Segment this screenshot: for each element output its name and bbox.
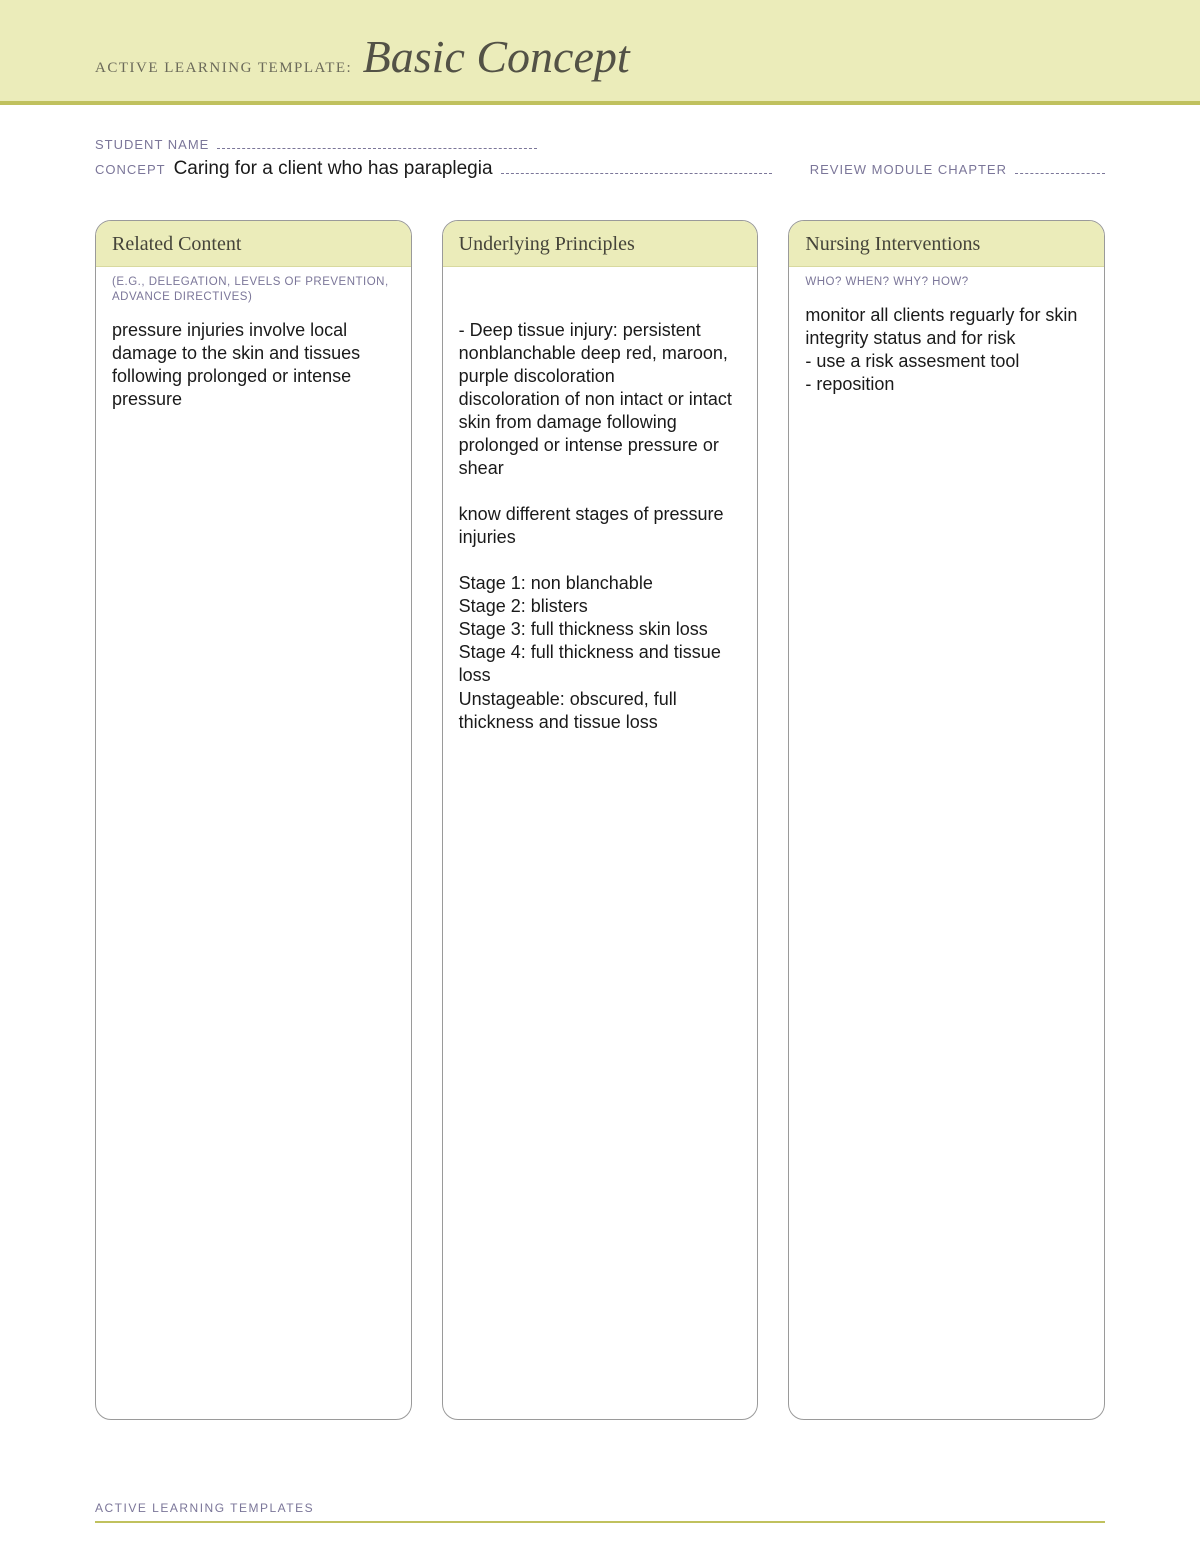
- header-prefix: ACTIVE LEARNING TEMPLATE:: [95, 60, 352, 77]
- student-label: STUDENT NAME: [95, 137, 209, 152]
- review-group: REVIEW MODULE CHAPTER: [810, 160, 1105, 177]
- col-interventions: Nursing Interventions WHO? WHEN? WHY? HO…: [788, 220, 1105, 1420]
- footer: ACTIVE LEARNING TEMPLATES: [95, 1501, 1105, 1523]
- col-principles: Underlying Principles - Deep tissue inju…: [442, 220, 759, 1420]
- review-blank[interactable]: [1015, 160, 1105, 174]
- col-principles-header: Underlying Principles: [443, 221, 758, 267]
- concept-blank[interactable]: [501, 160, 772, 174]
- col-related-title: Related Content: [112, 233, 395, 256]
- col-interventions-subtitle: WHO? WHEN? WHY? HOW?: [789, 267, 1104, 294]
- student-blank[interactable]: [217, 135, 537, 149]
- header-band: ACTIVE LEARNING TEMPLATE: Basic Concept: [0, 0, 1200, 105]
- col-related-header: Related Content: [96, 221, 411, 267]
- col-related-subtitle: (E.G., DELEGATION, LEVELS OF PREVENTION,…: [96, 267, 411, 309]
- col-principles-title: Underlying Principles: [459, 233, 742, 256]
- col-related-body: pressure injuries involve local damage t…: [96, 309, 411, 427]
- student-row: STUDENT NAME: [95, 135, 1105, 152]
- review-label: REVIEW MODULE CHAPTER: [810, 162, 1007, 177]
- concept-label: CONCEPT: [95, 162, 166, 177]
- footer-text: ACTIVE LEARNING TEMPLATES: [95, 1501, 1105, 1519]
- footer-rule: [95, 1521, 1105, 1523]
- col-interventions-title: Nursing Interventions: [805, 233, 1088, 256]
- concept-value: Caring for a client who has paraplegia: [174, 158, 493, 180]
- col-principles-body: - Deep tissue injury: persistent nonblan…: [443, 309, 758, 750]
- col-related: Related Content (E.G., DELEGATION, LEVEL…: [95, 220, 412, 1420]
- concept-row: CONCEPT Caring for a client who has para…: [95, 158, 1105, 180]
- col-interventions-header: Nursing Interventions: [789, 221, 1104, 267]
- col-interventions-body: monitor all clients reguarly for skin in…: [789, 294, 1104, 412]
- header-title: Basic Concept: [363, 30, 630, 83]
- form-area: STUDENT NAME CONCEPT Caring for a client…: [0, 105, 1200, 180]
- col-principles-subtitle: [443, 267, 758, 309]
- columns: Related Content (E.G., DELEGATION, LEVEL…: [0, 180, 1200, 1420]
